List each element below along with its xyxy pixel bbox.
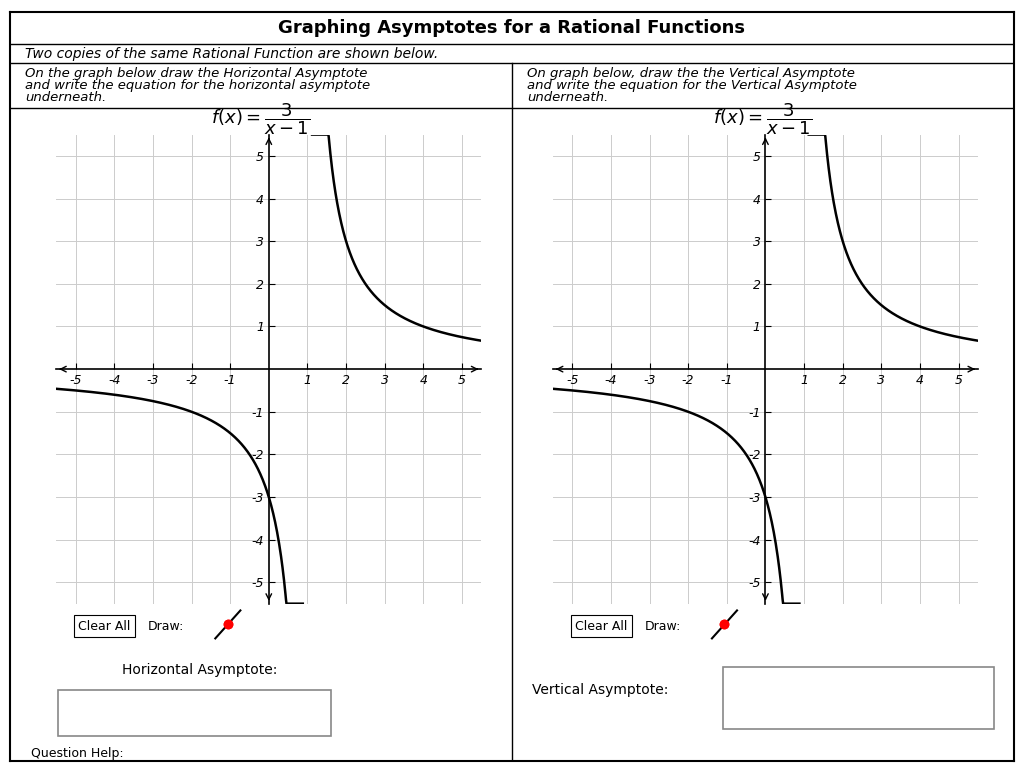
Text: and write the equation for the horizontal asymptote: and write the equation for the horizonta… — [26, 79, 371, 92]
Text: $f(x) = \dfrac{3}{x - 1}$: $f(x) = \dfrac{3}{x - 1}$ — [713, 102, 813, 137]
Text: underneath.: underneath. — [527, 91, 608, 104]
Text: and write the equation for the Vertical Asymptote: and write the equation for the Vertical … — [527, 79, 857, 92]
Text: Graphing Asymptotes for a Rational Functions: Graphing Asymptotes for a Rational Funct… — [279, 19, 745, 37]
Text: $f(x) = \dfrac{3}{x - 1}$: $f(x) = \dfrac{3}{x - 1}$ — [211, 102, 311, 137]
Text: Vertical Asymptote:: Vertical Asymptote: — [532, 683, 669, 697]
Bar — [723, 667, 993, 729]
Bar — [58, 690, 332, 736]
Text: On the graph below draw the Horizontal Asymptote: On the graph below draw the Horizontal A… — [26, 67, 368, 80]
Text: Question Help:: Question Help: — [31, 747, 123, 760]
Text: Two copies of the same Rational Function are shown below.: Two copies of the same Rational Function… — [26, 46, 438, 61]
Text: Draw:: Draw: — [147, 620, 184, 633]
Text: Clear All: Clear All — [574, 620, 628, 633]
Text: On graph below, draw the the Vertical Asymptote: On graph below, draw the the Vertical As… — [527, 67, 855, 80]
Text: Clear All: Clear All — [78, 620, 131, 633]
Text: Draw:: Draw: — [644, 620, 681, 633]
Text: underneath.: underneath. — [26, 91, 106, 104]
Text: Horizontal Asymptote:: Horizontal Asymptote: — [122, 663, 278, 677]
